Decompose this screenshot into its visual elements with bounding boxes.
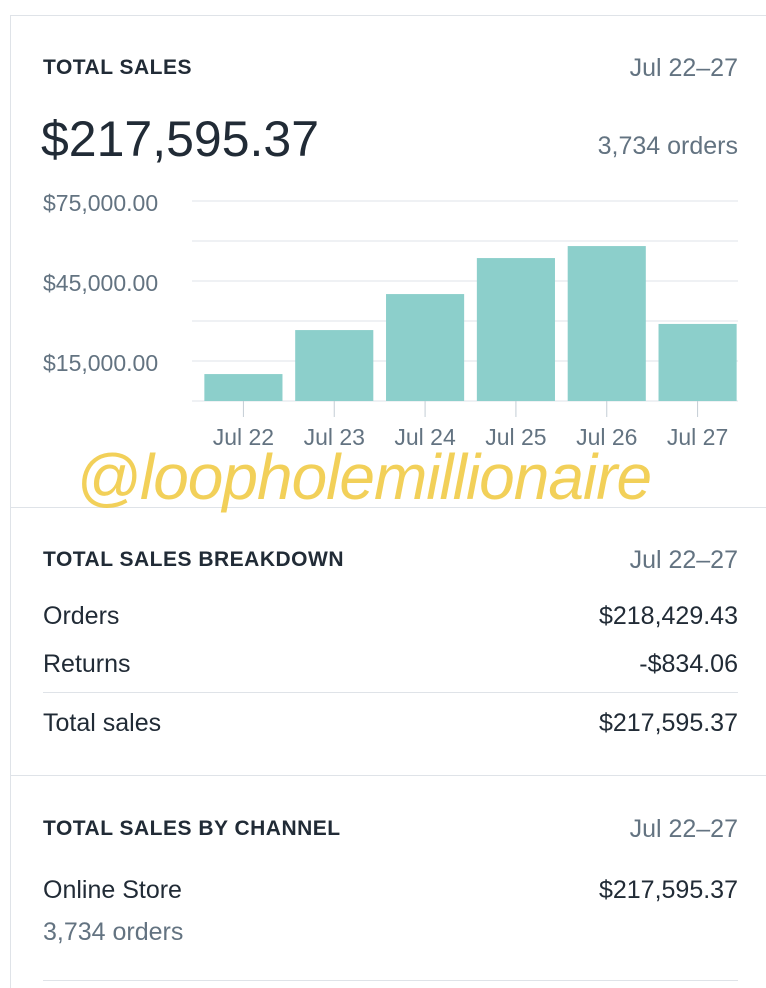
bar	[567, 246, 646, 401]
bar	[204, 374, 283, 401]
divider	[10, 507, 766, 508]
x-tick-label: Jul 23	[304, 424, 365, 450]
row-value: -$834.06	[639, 650, 738, 678]
row-label: Total sales	[43, 709, 162, 737]
y-tick-label: $45,000.00	[43, 270, 158, 296]
card-edge	[10, 15, 11, 988]
row-label: Returns	[43, 650, 131, 678]
date-range: Jul 22–27	[629, 546, 738, 574]
x-tick-label: Jul 22	[213, 424, 274, 450]
bar	[476, 258, 555, 401]
row-divider	[43, 692, 738, 693]
bar	[386, 294, 465, 401]
order-count: 3,734 orders	[597, 132, 738, 160]
watermark: @loopholemillionaire	[76, 441, 652, 513]
divider	[10, 15, 766, 16]
y-tick-label: $75,000.00	[43, 190, 158, 216]
bar	[658, 323, 737, 401]
row-value: $218,429.43	[598, 602, 738, 630]
date-range: Jul 22–27	[629, 815, 738, 843]
row-divider	[43, 980, 738, 981]
date-range: Jul 22–27	[629, 54, 738, 82]
channel-name: Online Store	[43, 876, 182, 904]
section-title: TOTAL SALES BY CHANNEL	[43, 817, 341, 840]
row-label: Orders	[43, 602, 120, 630]
x-tick-label: Jul 27	[667, 424, 728, 450]
section-title: TOTAL SALES	[43, 56, 193, 79]
channel-orders: 3,734 orders	[43, 918, 184, 946]
bar	[295, 330, 374, 401]
channel-value: $217,595.37	[598, 876, 738, 904]
row-value: $217,595.37	[598, 709, 738, 737]
section-title: TOTAL SALES BREAKDOWN	[43, 548, 345, 571]
x-tick-label: Jul 26	[576, 424, 637, 450]
x-tick-label: Jul 24	[394, 424, 456, 450]
x-tick-label: Jul 25	[485, 424, 546, 450]
y-tick-label: $15,000.00	[43, 350, 158, 376]
total-sales: $217,595.37	[41, 111, 320, 167]
divider	[10, 775, 766, 776]
